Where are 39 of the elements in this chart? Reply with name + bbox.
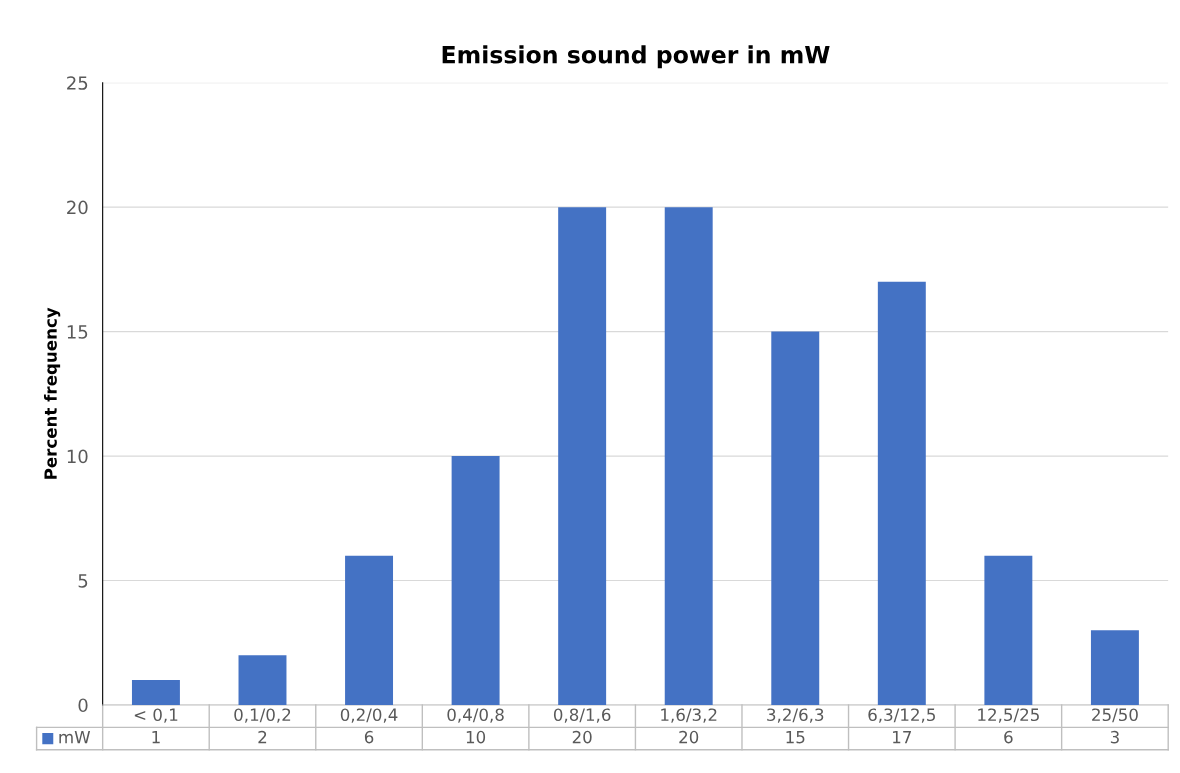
y-tick-label: 5 — [78, 574, 88, 588]
bar — [984, 555, 1033, 705]
data-label: 15 — [786, 731, 805, 744]
bar — [131, 680, 180, 705]
data-label: 6 — [1004, 730, 1013, 744]
bar — [664, 207, 713, 705]
chart-title: Emission sound power in mW — [442, 45, 830, 69]
legend-label: mW — [59, 731, 91, 744]
bar — [877, 281, 926, 705]
x-tick-label: 25/50 — [1092, 708, 1138, 723]
x-tick-label: 3,2/6,3 — [767, 708, 824, 723]
x-tick-label: 0,1/0,2 — [234, 708, 291, 723]
y-tick-label: 10 — [67, 449, 88, 464]
x-tick-label: < 0,1 — [134, 708, 178, 723]
data-label: 20 — [679, 730, 699, 744]
y-axis-title: Percent frequency — [43, 307, 61, 479]
bar — [1090, 630, 1139, 705]
bar — [238, 655, 287, 705]
x-tick-label: 6,3/12,5 — [868, 708, 935, 723]
bar — [558, 207, 607, 705]
x-tick-label: 0,2/0,4 — [340, 708, 398, 723]
x-tick-label: 12,5/25 — [978, 708, 1039, 723]
bar — [771, 331, 820, 705]
x-tick-label: 1,6/3,2 — [661, 708, 717, 723]
y-tick-label: 20 — [67, 200, 88, 215]
x-tick-label: 0,4/0,8 — [447, 708, 504, 723]
bar — [451, 456, 500, 705]
x-tick-label: 0,8/1,6 — [553, 708, 611, 723]
bar — [345, 555, 394, 705]
y-tick-label: 0 — [78, 698, 88, 713]
y-tick-label: 25 — [67, 76, 88, 90]
data-label: 1 — [152, 731, 160, 744]
data-label: 2 — [258, 730, 267, 744]
data-label: 20 — [572, 730, 592, 744]
y-tick-label: 15 — [67, 325, 88, 339]
data-label: 6 — [364, 730, 374, 744]
data-label: 17 — [893, 731, 911, 744]
data-label: 10 — [466, 730, 486, 744]
data-label: 3 — [1110, 730, 1119, 744]
